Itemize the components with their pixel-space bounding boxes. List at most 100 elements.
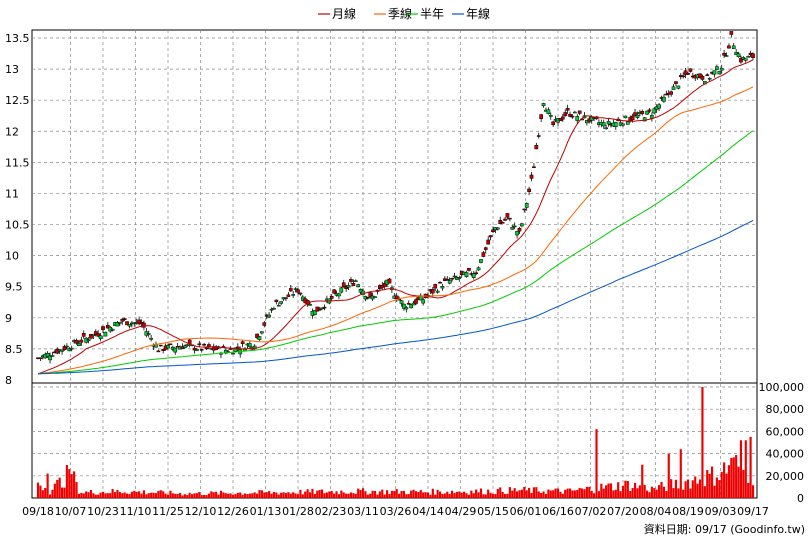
volume-bar bbox=[578, 487, 581, 498]
candle-down bbox=[467, 268, 471, 271]
candle-up bbox=[606, 121, 611, 125]
candle-up bbox=[585, 120, 589, 124]
candle-up bbox=[635, 114, 640, 118]
candle-down bbox=[433, 284, 438, 289]
volume-bar bbox=[183, 494, 186, 498]
candle-down bbox=[563, 112, 568, 117]
date-tick-label: 10/23 bbox=[87, 505, 119, 518]
volume-bar bbox=[135, 491, 138, 498]
volume-bar bbox=[345, 493, 348, 498]
candle-down bbox=[727, 45, 731, 49]
candle-up bbox=[409, 304, 413, 309]
volume-bar bbox=[246, 494, 249, 498]
legend-label-month: 月線 bbox=[332, 6, 356, 21]
ma-quarter-line bbox=[37, 86, 754, 375]
candle-down bbox=[739, 58, 743, 63]
volume-bar bbox=[694, 476, 697, 498]
candle-up bbox=[291, 294, 296, 296]
volume-bar bbox=[159, 490, 162, 498]
candle-down bbox=[536, 135, 541, 137]
candle-down bbox=[137, 319, 141, 325]
volume-bar bbox=[487, 489, 490, 498]
volume-bar bbox=[730, 458, 733, 498]
candle-up bbox=[621, 123, 625, 126]
candle-down bbox=[156, 350, 161, 353]
volume-bar bbox=[491, 493, 495, 498]
candle-down bbox=[240, 341, 245, 345]
price-tick-label: 11.5 bbox=[5, 156, 30, 169]
volume-bar bbox=[465, 493, 468, 498]
candle-down bbox=[498, 220, 503, 225]
volume-bar bbox=[92, 493, 95, 498]
volume-bar bbox=[532, 487, 536, 498]
candle-down bbox=[568, 114, 572, 117]
volume-bar bbox=[36, 482, 40, 498]
volume-bar bbox=[475, 489, 478, 498]
candle-up bbox=[149, 337, 153, 340]
volume-bar bbox=[472, 493, 475, 498]
volume-bar bbox=[535, 487, 538, 498]
volume-bar bbox=[655, 489, 658, 498]
volume-bar bbox=[80, 492, 83, 498]
candle-down bbox=[633, 112, 637, 116]
candle-up bbox=[67, 348, 72, 352]
volume-bar bbox=[109, 493, 112, 498]
date-tick-label: 11/10 bbox=[120, 505, 152, 518]
date-tick-label: 01/13 bbox=[250, 505, 282, 518]
volume-bar bbox=[443, 493, 446, 498]
volume-bar bbox=[727, 465, 731, 498]
volume-bar bbox=[434, 494, 437, 498]
candle-down bbox=[96, 333, 101, 337]
candle-down bbox=[81, 333, 86, 337]
candle-up bbox=[98, 335, 103, 339]
candlesticks bbox=[36, 31, 755, 364]
candle-up bbox=[510, 227, 515, 230]
candle-up bbox=[452, 275, 457, 278]
candle-down bbox=[274, 299, 279, 302]
volume-bar bbox=[395, 489, 398, 498]
volume-bar bbox=[503, 494, 507, 498]
volume-bar bbox=[152, 492, 155, 498]
volume-bar bbox=[111, 488, 114, 498]
volume-bar bbox=[470, 490, 473, 498]
volume-bar bbox=[448, 493, 451, 498]
volume-bar bbox=[385, 490, 389, 498]
volume-bar bbox=[660, 481, 663, 498]
volume-bar bbox=[287, 492, 290, 498]
volume-bar bbox=[499, 487, 502, 498]
candle-up bbox=[471, 273, 476, 278]
volume-bar bbox=[508, 487, 511, 498]
legend-label-half: 半年 bbox=[420, 7, 444, 21]
candle-up bbox=[715, 66, 719, 70]
candle-down bbox=[38, 357, 43, 359]
volume-bar bbox=[320, 489, 324, 498]
candle-down bbox=[527, 188, 531, 193]
candle-down bbox=[688, 68, 693, 72]
candle-down bbox=[288, 288, 293, 292]
candle-down bbox=[387, 278, 392, 284]
legend-label-year: 年線 bbox=[466, 6, 490, 21]
volume-bar bbox=[82, 493, 85, 498]
candle-up bbox=[652, 108, 657, 114]
volume-bar bbox=[518, 490, 521, 498]
volume-bar bbox=[513, 488, 516, 498]
candle-down bbox=[430, 289, 435, 294]
candle-down bbox=[365, 296, 370, 299]
volume-bar bbox=[147, 493, 150, 498]
volume-bar bbox=[333, 493, 336, 498]
candle-down bbox=[686, 72, 690, 75]
candle-down bbox=[298, 292, 303, 295]
volume-bar bbox=[597, 491, 601, 498]
candle-down bbox=[529, 174, 534, 179]
candle-up bbox=[707, 77, 712, 80]
volume-bar bbox=[188, 492, 191, 498]
volume-bar bbox=[145, 494, 148, 498]
candle-up bbox=[575, 116, 580, 121]
date-axis: 09/18 10/07 10/23 11/10 11/25 12/10 12/26 01/13… bbox=[22, 505, 769, 518]
candle-up bbox=[337, 293, 341, 297]
candle-down bbox=[161, 349, 166, 351]
volume-bar bbox=[686, 479, 690, 498]
volume-bar bbox=[554, 488, 557, 498]
ma-half-year-line bbox=[37, 130, 754, 375]
volume-bar bbox=[525, 490, 528, 498]
